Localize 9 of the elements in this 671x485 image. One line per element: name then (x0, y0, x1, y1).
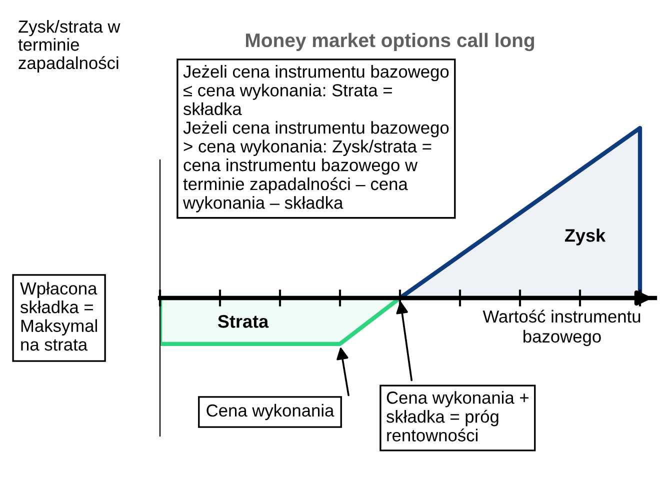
annotation: Jeżeli cena instrumentu bazowego ≤ cena wykonania: Strata = składka Jeżeli cena instrumentu bazowego > cena wykonania: Zysk/strata = cena instrumentu bazowego w terminie zapadalności – cena wykonania – składka (182, 65, 449, 212)
text: Wpłacona składka = Maksymal na strata (20, 282, 98, 351)
annotation: Zysk (564, 228, 606, 246)
text: Cena wykonania (206, 404, 334, 420)
text: Cena wykonania + składka = próg rentowności (386, 391, 528, 442)
x-axis-title: Wartość instrumentu bazowego (482, 310, 640, 346)
y-axis-title: Zysk/strata w terminie zapadalności (18, 20, 120, 73)
chart-title: Money market options call long (246, 32, 534, 52)
annotation: Strata (218, 315, 269, 328)
